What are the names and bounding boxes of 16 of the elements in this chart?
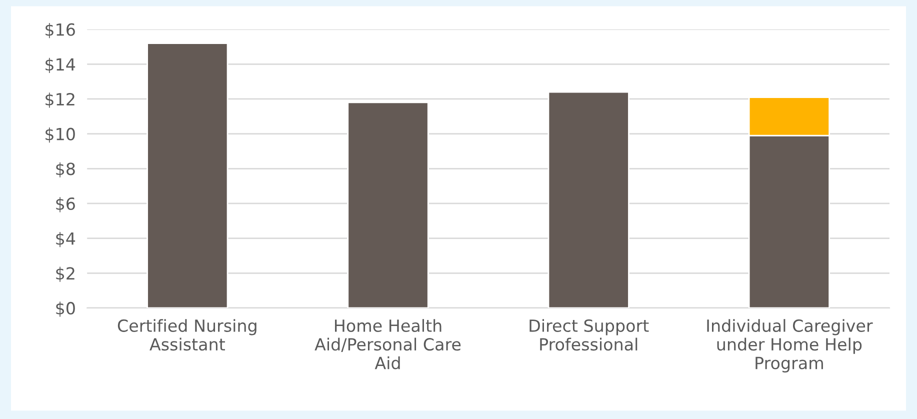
bar (146, 42, 228, 308)
y-tick-label: $14 (46, 58, 76, 73)
x-tick-label: Individual Caregiver under Home Help Program (707, 319, 873, 373)
x-tick-label: Certified Nursing Assistant (118, 319, 256, 351)
x-tick-label: Home Health Aid/Personal Care Aid (314, 319, 461, 370)
x-tick-label: Direct Support Professional (530, 319, 649, 351)
bar (347, 102, 429, 308)
y-tick-label: $6 (56, 197, 75, 212)
y-tick-label: $4 (56, 232, 76, 248)
y-tick-label: $0 (56, 302, 75, 317)
y-tick-label: $10 (46, 127, 75, 143)
y-tick-label: $2 (56, 266, 74, 282)
y-tick-label: $16 (46, 23, 75, 38)
bar (548, 91, 630, 308)
y-tick-label: $12 (46, 92, 74, 108)
y-tick-label: $8 (56, 162, 75, 178)
